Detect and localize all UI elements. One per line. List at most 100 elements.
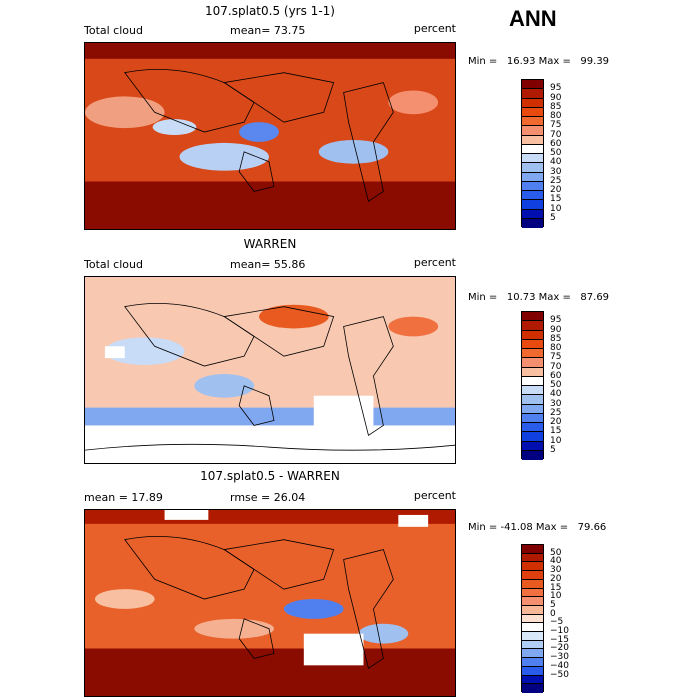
colorbar-tick-label: 5: [550, 599, 556, 610]
colorbar-tick-label: −40: [550, 660, 569, 671]
colorbar-tick-label: 15: [550, 582, 562, 593]
colorbar-tick-label: 60: [550, 370, 562, 381]
colorbar-tick-label: 95: [550, 315, 562, 326]
colorbar-tick-label: 90: [550, 324, 562, 335]
colorbar-tick-label: 5: [550, 444, 556, 455]
colorbar-swatch: [522, 200, 543, 210]
colorbar-tick-label: 30: [550, 565, 562, 576]
colorbar-swatch: [522, 349, 543, 359]
colorbar-swatch: [522, 675, 543, 685]
colorbar-swatch: [522, 553, 543, 563]
panel-2-map: [84, 276, 456, 464]
colorbar-swatch: [522, 386, 543, 396]
colorbar-swatch: [522, 80, 543, 90]
colorbar-tick-label: 0: [550, 608, 556, 619]
colorbar-swatch: [522, 562, 543, 572]
panel-2-mean-label: mean= 55.86: [230, 258, 306, 271]
colorbar-swatch: [522, 321, 543, 331]
colorbar-tick-label: 10: [550, 435, 562, 446]
panel-1-mean-label: mean= 73.75: [230, 24, 306, 37]
colorbar-swatch: [522, 126, 543, 136]
panel-1-variable-label: Total cloud: [84, 24, 143, 37]
panel-1-title: 107.splat0.5 (yrs 1-1): [205, 4, 335, 18]
panel-3-min-max: Min = -41.08 Max = 79.66: [468, 522, 607, 533]
panel-2-units-label: percent: [413, 256, 456, 269]
colorbar-swatch: [522, 376, 543, 386]
colorbar-tick-label: 40: [550, 556, 562, 567]
panel-3-title: 107.splat0.5 - WARREN: [200, 469, 340, 483]
colorbar-tick-label: 30: [550, 166, 562, 177]
panel-2-variable-label: Total cloud: [84, 258, 143, 271]
colorbar-swatch: [522, 181, 543, 191]
colorbar-swatch: [522, 588, 543, 598]
colorbar-swatch: [522, 623, 543, 633]
colorbar-tick-label: 95: [550, 83, 562, 94]
colorbar-swatch: [522, 395, 543, 405]
colorbar-tick-label: 25: [550, 175, 562, 186]
colorbar-swatch: [522, 684, 543, 693]
panel-3-units-label: percent: [413, 489, 456, 502]
panel-2-min-max: Min = 10.73 Max = 87.69: [468, 292, 610, 303]
colorbar-tick-label: 80: [550, 111, 562, 121]
colorbar-tick-label: 15: [550, 426, 562, 437]
colorbar-tick-label: 15: [550, 194, 562, 205]
colorbar-swatch: [522, 432, 543, 442]
colorbar-swatch: [522, 367, 543, 377]
colorbar-tick-label: 50: [550, 547, 562, 558]
colorbar-swatch: [522, 605, 543, 615]
colorbar-swatch: [522, 423, 543, 433]
panel-3-rmse-label: rmse = 26.04: [230, 491, 306, 504]
colorbar-swatch: [522, 649, 543, 659]
colorbar-swatch: [522, 632, 543, 641]
panel-2-colorbar: [521, 311, 544, 460]
panel-3-map: [84, 509, 456, 697]
colorbar-swatch: [522, 614, 543, 624]
colorbar-swatch: [522, 98, 543, 108]
colorbar-swatch: [522, 312, 543, 322]
colorbar-tick-label: 5: [550, 212, 556, 223]
colorbar-swatch: [522, 209, 543, 219]
colorbar-tick-label: 20: [550, 417, 562, 427]
colorbar-tick-label: 40: [550, 389, 562, 400]
colorbar-swatch: [522, 89, 543, 99]
colorbar-swatch: [522, 640, 543, 650]
colorbar-tick-label: 50: [550, 148, 562, 158]
colorbar-tick-label: 20: [550, 185, 562, 195]
panel-3-colorbar: [521, 544, 544, 693]
colorbar-tick-label: 60: [550, 138, 562, 149]
colorbar-swatch: [522, 658, 543, 667]
colorbar-swatch: [522, 191, 543, 201]
panel-1-colorbar: [521, 79, 544, 228]
colorbar-tick-label: 30: [550, 398, 562, 409]
colorbar-tick-label: 85: [550, 101, 562, 112]
colorbar-tick-label: −10: [550, 626, 569, 637]
colorbar-swatch: [522, 135, 543, 145]
colorbar-swatch: [522, 172, 543, 182]
colorbar-swatch: [522, 358, 543, 368]
panel-2-title: WARREN: [243, 237, 297, 251]
colorbar-swatch: [522, 107, 543, 117]
colorbar-tick-label: 85: [550, 333, 562, 344]
colorbar-swatch: [522, 154, 543, 164]
colorbar-swatch: [522, 404, 543, 414]
colorbar-swatch: [522, 117, 543, 127]
colorbar-tick-label: 90: [550, 92, 562, 103]
colorbar-tick-label: 70: [550, 361, 562, 372]
panel-3-mean-label: mean = 17.89: [84, 491, 163, 504]
colorbar-tick-label: 70: [550, 129, 562, 140]
panel-1-units-label: percent: [413, 22, 456, 35]
panel-1-map: [84, 42, 456, 230]
colorbar-tick-label: 20: [550, 573, 562, 584]
colorbar-tick-label: 10: [550, 591, 562, 602]
colorbar-swatch: [522, 571, 543, 580]
colorbar-swatch: [522, 450, 543, 460]
colorbar-tick-label: 25: [550, 407, 562, 418]
colorbar-tick-label: −5: [550, 617, 564, 628]
colorbar-tick-label: 10: [550, 203, 562, 214]
colorbar-swatch: [522, 163, 543, 173]
colorbar-tick-label: −15: [550, 634, 569, 645]
colorbar-swatch: [522, 666, 543, 676]
colorbar-tick-label: −50: [550, 669, 569, 680]
colorbar-swatch: [522, 597, 543, 606]
colorbar-tick-label: 40: [550, 157, 562, 168]
